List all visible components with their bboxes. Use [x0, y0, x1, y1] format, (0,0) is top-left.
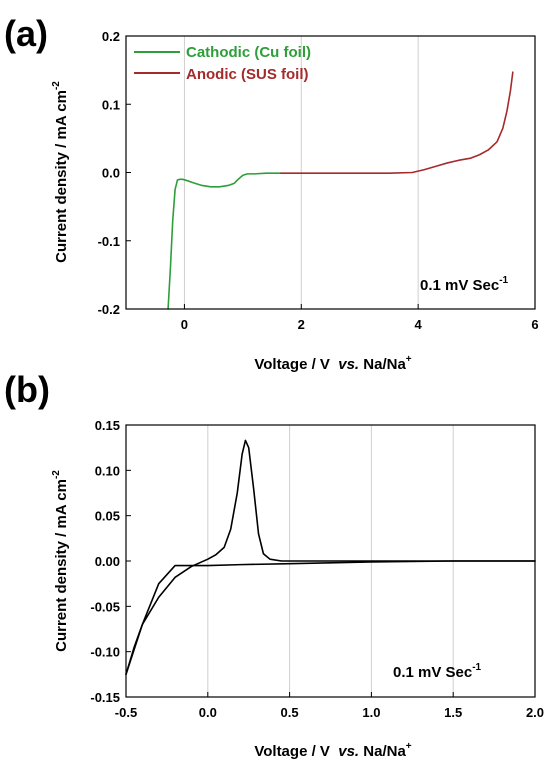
panel-a-annotation-main: 0.1 mV Sec	[420, 277, 499, 294]
panel-a-y-axis-label: Current density / mA cm-2	[51, 81, 70, 263]
legend-label-anodic: Anodic (SUS foil)	[186, 66, 309, 83]
panel-b-series	[125, 439, 536, 676]
x-tick-label-3: 1.0	[362, 705, 380, 720]
y-tick-label-3: 0.1	[102, 97, 120, 112]
panel-b-xlabel-rest: Na/Na	[359, 743, 406, 759]
y-tick-label-6: 0.15	[95, 418, 120, 433]
y-tick-label-5: 0.10	[95, 463, 120, 478]
panel-a-xlabel-italic: vs.	[338, 356, 359, 373]
x-tick-label-0: 0	[181, 317, 188, 332]
panel-b-xlabel-main: Voltage / V	[254, 743, 338, 759]
y-tick-label-1: -0.10	[90, 645, 120, 660]
y-tick-label-0: -0.15	[90, 690, 120, 705]
panel-a-legend: Cathodic (Cu foil) Anodic (SUS foil)	[134, 44, 311, 83]
x-tick-label-2: 0.5	[281, 705, 299, 720]
x-tick-label-1: 2	[298, 317, 305, 332]
y-tick-label-3: 0.00	[95, 554, 120, 569]
panel-b-xlabel-sup: +	[406, 741, 412, 752]
x-tick-label-4: 1.5	[444, 705, 462, 720]
panel-b-annotation-sup: -1	[472, 662, 481, 673]
panel-a-ylabel-main: Current density / mA cm	[53, 90, 70, 263]
panel-b: (b) -0.5 0.0 0.5 1.0 1.5 2.0 -0.15 -0.10 -0.05 0.…	[4, 369, 544, 759]
panel-a-xlabel-sup: +	[406, 354, 412, 365]
legend-label-cathodic: Cathodic (Cu foil)	[186, 44, 311, 61]
x-tick-label-0: -0.5	[115, 705, 137, 720]
panel-a-annotation-sup: -1	[499, 275, 508, 286]
y-tick-label-0: -0.2	[98, 302, 120, 317]
x-tick-label-3: 6	[531, 317, 538, 332]
panel-b-ylabel-main: Current density / mA cm	[53, 479, 70, 652]
x-tick-label-5: 2.0	[526, 705, 544, 720]
panel-b-ylabel-sup: -2	[51, 470, 62, 479]
series-line-0	[125, 560, 536, 676]
panel-b-ticks: -0.5 0.0 0.5 1.0 1.5 2.0 -0.15 -0.10 -0.05 0.00 0.…	[90, 418, 544, 720]
series-line-0	[167, 172, 282, 310]
y-tick-label-1: -0.1	[98, 234, 120, 249]
y-tick-label-2: 0.0	[102, 166, 120, 181]
x-tick-label-1: 0.0	[199, 705, 217, 720]
panel-a-ylabel-sup: -2	[51, 81, 62, 90]
panel-a: (a) 0 2 4 6 -0.2 -0.1 0.0 0.1 0.2 Cathodic (Cu f…	[4, 13, 539, 373]
panel-b-xlabel-italic: vs.	[338, 743, 359, 759]
series-line-1	[280, 71, 514, 174]
panel-b-x-axis-label: Voltage / V vs. Na/Na+	[254, 741, 411, 759]
panel-a-x-axis-label: Voltage / V vs. Na/Na+	[254, 354, 411, 373]
series-line-1	[125, 439, 536, 676]
panel-a-series	[167, 71, 514, 310]
panel-a-scan-rate-annotation: 0.1 mV Sec-1	[420, 275, 509, 294]
panel-a-xlabel-main: Voltage / V	[254, 356, 338, 373]
y-tick-label-4: 0.2	[102, 29, 120, 44]
panel-b-label: (b)	[4, 369, 50, 410]
panel-b-scan-rate-annotation: 0.1 mV Sec-1	[393, 662, 482, 681]
y-tick-label-4: 0.05	[95, 509, 120, 524]
y-tick-label-2: -0.05	[90, 599, 120, 614]
panel-a-label: (a)	[4, 13, 48, 54]
panel-a-ticks: 0 2 4 6 -0.2 -0.1 0.0 0.1 0.2	[98, 29, 539, 332]
x-tick-label-2: 4	[415, 317, 423, 332]
panel-b-y-axis-label: Current density / mA cm-2	[51, 470, 70, 652]
panel-a-xlabel-rest: Na/Na	[359, 356, 406, 373]
panel-b-annotation-main: 0.1 mV Sec	[393, 664, 472, 681]
